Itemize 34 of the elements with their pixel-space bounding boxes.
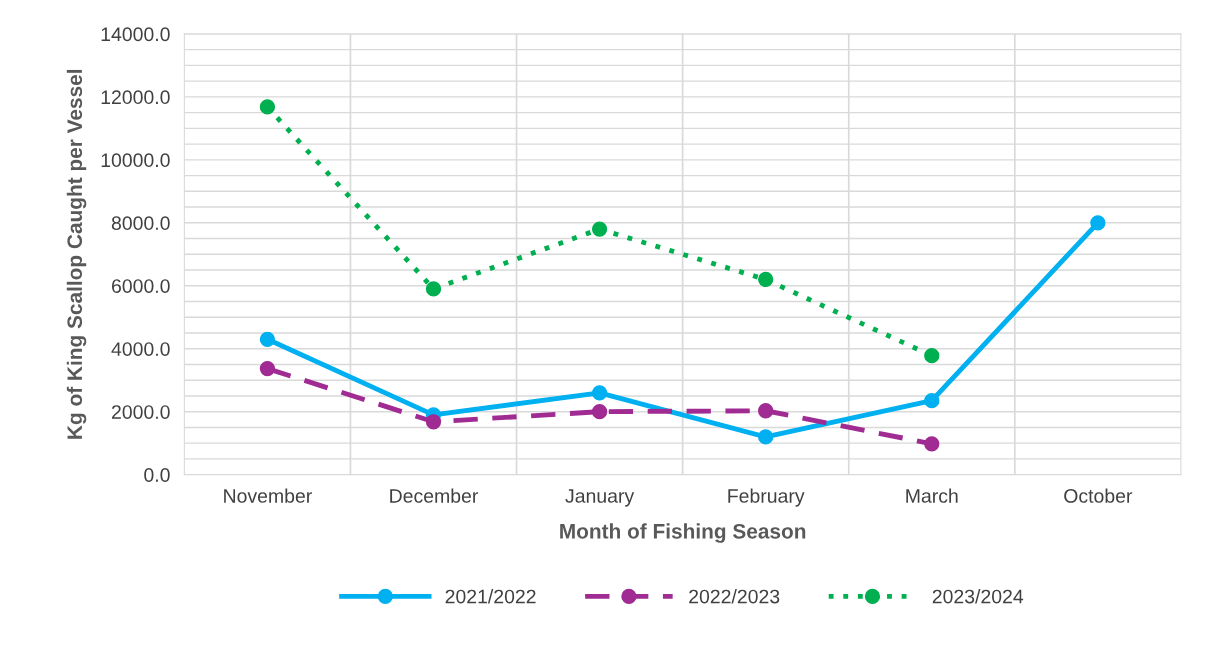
y-tick-label: 14000.0 [101, 27, 170, 42]
x-axis-title: Month of Fishing Season [560, 523, 806, 543]
x-tick-label: October [1064, 488, 1133, 503]
point [425, 281, 442, 297]
point [425, 414, 442, 430]
point [924, 436, 940, 452]
y-tick-label: 2000.0 [111, 405, 170, 419]
y-tick-label: 6000.0 [112, 279, 170, 293]
legend-label: 2022/2023 [689, 589, 780, 604]
x-tick-label: March [906, 488, 958, 503]
x-tick-label: January [565, 489, 635, 507]
y-tick-label: 10000.0 [101, 153, 170, 168]
point [591, 221, 608, 237]
point [259, 360, 276, 377]
point [591, 385, 608, 401]
point [591, 404, 608, 420]
y-tick-label: 0.0 [144, 468, 170, 482]
point [259, 331, 276, 347]
y-tick-label: 4000.0 [111, 342, 170, 356]
point [259, 99, 276, 115]
x-tick-label: December [390, 488, 479, 503]
legend-label: 2021/2022 [445, 589, 536, 604]
legend-label: 2023/2024 [932, 589, 1024, 604]
point [924, 393, 940, 409]
y-tick-label: 12000.0 [101, 90, 170, 105]
point [758, 403, 774, 419]
x-tick-label: February [728, 488, 805, 507]
point [1090, 215, 1106, 231]
point [758, 429, 774, 445]
point [758, 271, 774, 288]
x-tick-label: November [224, 488, 312, 503]
y-tick-label: 8000.0 [111, 216, 170, 231]
y-axis-title: Kg of King Scallop Caught per Vessel [66, 69, 87, 439]
point [924, 348, 940, 364]
